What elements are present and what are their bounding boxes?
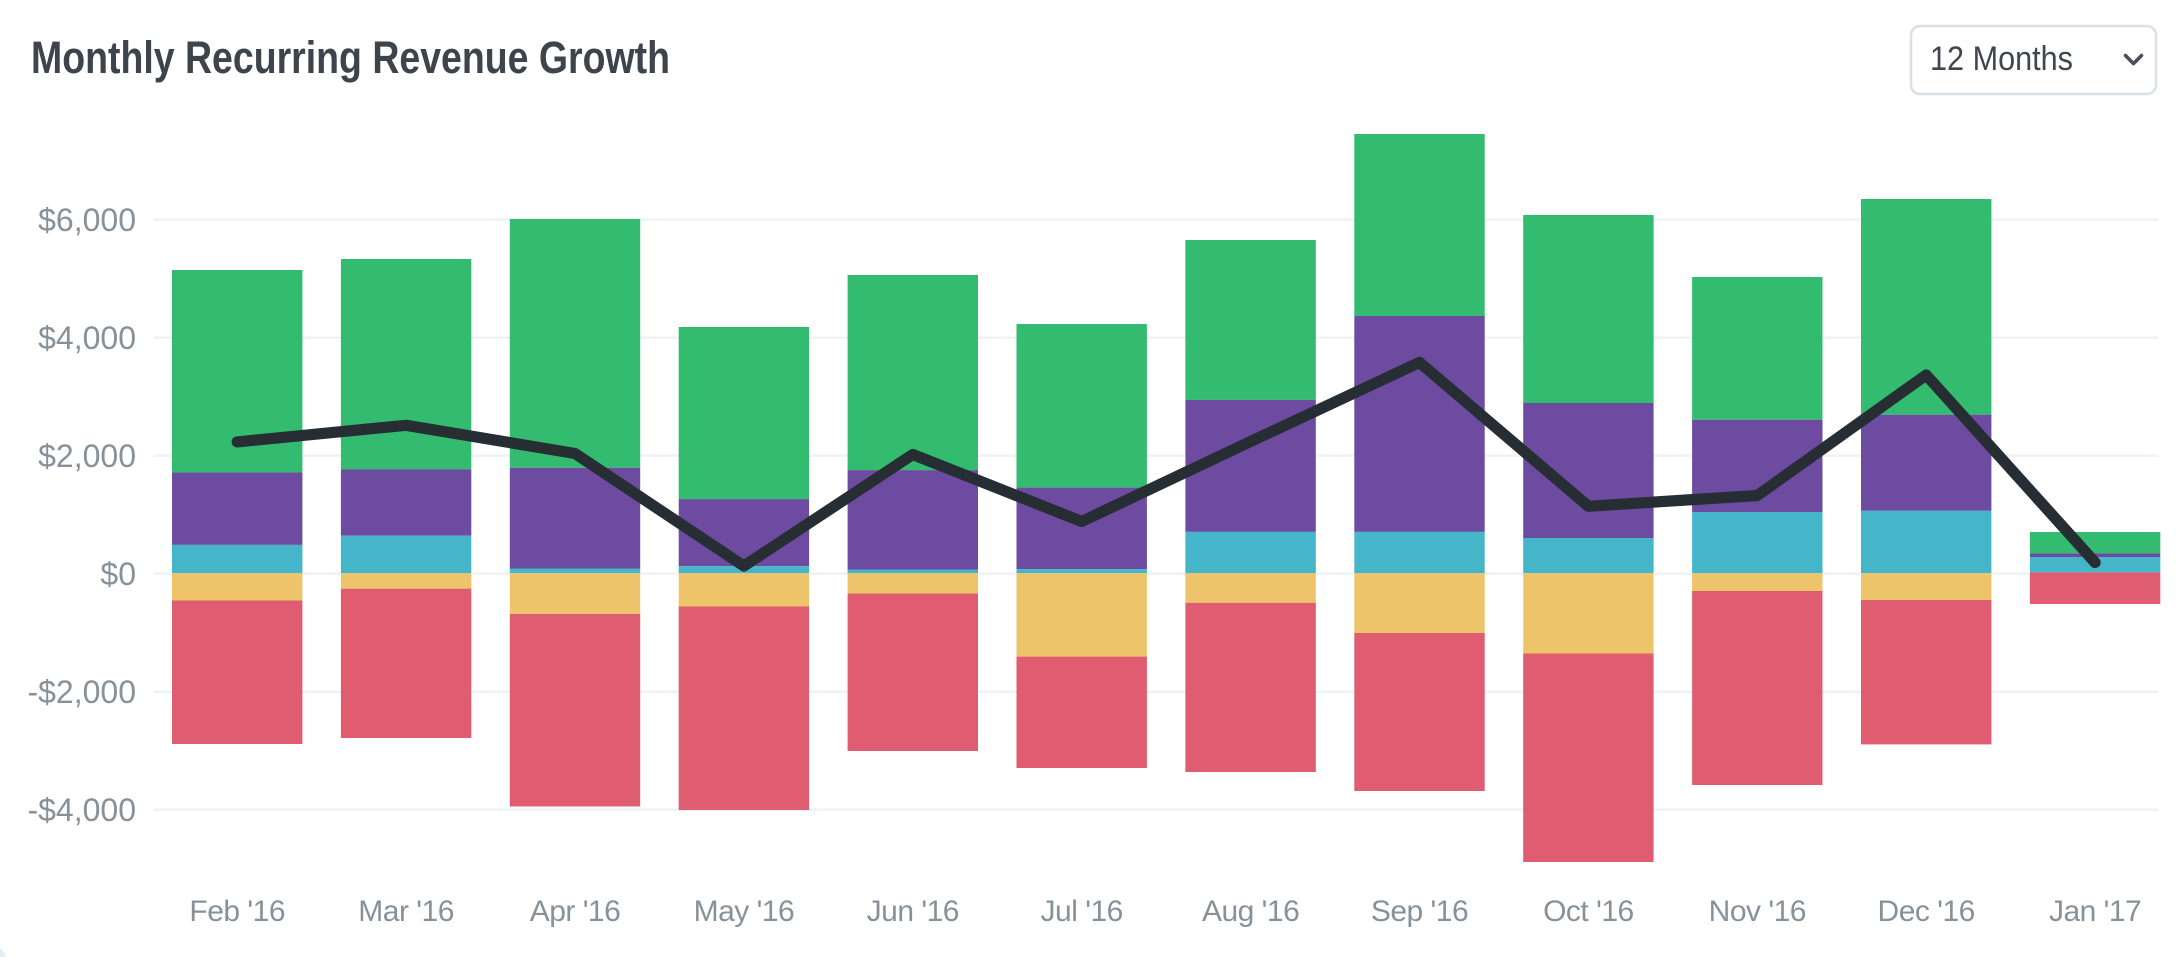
svg-text:Oct '16: Oct '16	[1543, 895, 1634, 928]
svg-text:Jul '16: Jul '16	[1041, 895, 1123, 928]
svg-text:-$2,000: -$2,000	[27, 674, 136, 710]
svg-text:Apr '16: Apr '16	[530, 895, 621, 928]
svg-text:$4,000: $4,000	[38, 320, 136, 356]
svg-text:Mar '16: Mar '16	[358, 895, 454, 928]
svg-text:$2,000: $2,000	[38, 438, 136, 474]
svg-text:Feb '16: Feb '16	[189, 895, 285, 928]
svg-text:Aug '16: Aug '16	[1202, 895, 1299, 928]
svg-text:Jan '17: Jan '17	[2049, 895, 2141, 928]
svg-text:-$4,000: -$4,000	[27, 792, 136, 828]
svg-text:$0: $0	[100, 556, 136, 592]
svg-text:Jun '16: Jun '16	[867, 895, 959, 928]
svg-text:Nov '16: Nov '16	[1709, 895, 1806, 928]
svg-text:Monthly Recurring Revenue Grow: Monthly Recurring Revenue Growth	[31, 32, 670, 83]
svg-text:Sep '16: Sep '16	[1371, 895, 1468, 928]
svg-text:Dec '16: Dec '16	[1878, 895, 1975, 928]
svg-text:May '16: May '16	[694, 895, 795, 928]
svg-text:$6,000: $6,000	[38, 202, 136, 238]
svg-text:12 Months: 12 Months	[1930, 40, 2073, 78]
